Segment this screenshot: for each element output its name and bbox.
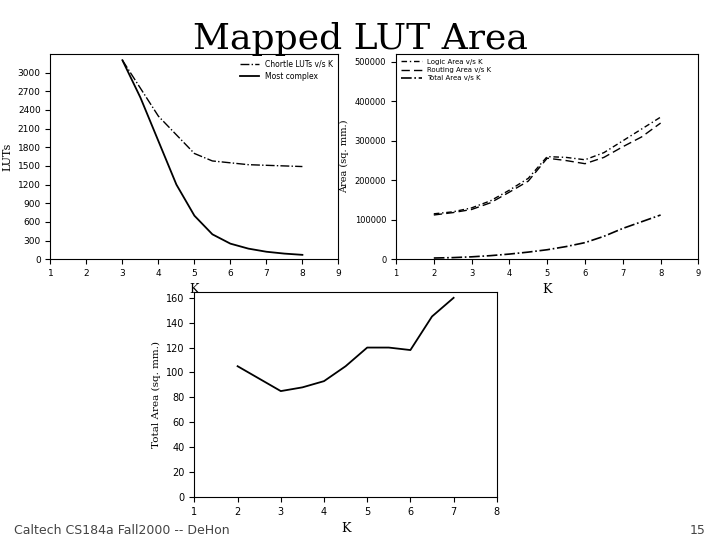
- Total Area v/s K: [467, 254, 476, 260]
- Total Area v/s K: [486, 252, 495, 259]
- Total Area v/s K: [580, 239, 589, 246]
- Total Area v/s K: [562, 244, 570, 250]
- Logic Area v/s K: [618, 138, 627, 144]
- Most complex: [298, 252, 307, 258]
- Routing Area v/s K: [656, 120, 665, 126]
- Routing Area v/s K: [486, 199, 495, 206]
- Chortle LUTs v/s K: [172, 132, 181, 138]
- Chortle LUTs v/s K: [208, 158, 217, 164]
- Most complex: [172, 181, 181, 188]
- Routing Area v/s K: [562, 157, 570, 164]
- Line: Most complex: Most complex: [122, 60, 302, 255]
- X-axis label: K: K: [189, 284, 199, 296]
- Legend: Logic Area v/s K, Routing Area v/s K, Total Area v/s K: Logic Area v/s K, Routing Area v/s K, To…: [400, 57, 492, 83]
- Most complex: [226, 240, 235, 247]
- Total Area v/s K: [637, 219, 646, 225]
- Routing Area v/s K: [618, 144, 627, 150]
- Routing Area v/s K: [524, 178, 533, 184]
- Routing Area v/s K: [467, 206, 476, 213]
- X-axis label: K: K: [542, 284, 552, 296]
- Text: Mapped LUT Area: Mapped LUT Area: [192, 22, 528, 56]
- Most complex: [244, 245, 253, 252]
- Legend: Chortle LUTs v/s K, Most complex: Chortle LUTs v/s K, Most complex: [238, 58, 335, 83]
- Logic Area v/s K: [505, 187, 514, 193]
- Logic Area v/s K: [486, 198, 495, 204]
- Total Area v/s K: [449, 254, 457, 261]
- Routing Area v/s K: [449, 210, 457, 216]
- Logic Area v/s K: [449, 208, 457, 215]
- Chortle LUTs v/s K: [244, 161, 253, 168]
- Total Area v/s K: [656, 212, 665, 218]
- Text: 15: 15: [690, 524, 706, 537]
- Logic Area v/s K: [562, 154, 570, 160]
- Routing Area v/s K: [543, 155, 552, 161]
- Total Area v/s K: [543, 246, 552, 253]
- Line: Routing Area v/s K: Routing Area v/s K: [433, 123, 660, 215]
- Line: Total Area v/s K: Total Area v/s K: [433, 215, 660, 258]
- Logic Area v/s K: [656, 114, 665, 120]
- Routing Area v/s K: [580, 160, 589, 167]
- Logic Area v/s K: [524, 175, 533, 181]
- Total Area v/s K: [600, 233, 608, 240]
- Total Area v/s K: [429, 255, 438, 261]
- X-axis label: K: K: [341, 522, 351, 535]
- Most complex: [136, 94, 145, 101]
- Routing Area v/s K: [637, 133, 646, 140]
- Y-axis label: Area (sq. mm.): Area (sq. mm.): [340, 120, 349, 193]
- Chortle LUTs v/s K: [226, 160, 235, 166]
- Logic Area v/s K: [600, 150, 608, 156]
- Line: Chortle LUTs v/s K: Chortle LUTs v/s K: [122, 60, 302, 166]
- Chortle LUTs v/s K: [262, 162, 271, 168]
- Logic Area v/s K: [467, 205, 476, 211]
- Chortle LUTs v/s K: [190, 150, 199, 157]
- Routing Area v/s K: [429, 212, 438, 218]
- Chortle LUTs v/s K: [136, 85, 145, 91]
- Logic Area v/s K: [637, 126, 646, 132]
- Text: Caltech CS184a Fall2000 -- DeHon: Caltech CS184a Fall2000 -- DeHon: [14, 524, 230, 537]
- Most complex: [118, 57, 127, 64]
- Chortle LUTs v/s K: [280, 163, 289, 169]
- Most complex: [208, 231, 217, 238]
- Total Area v/s K: [618, 225, 627, 232]
- Routing Area v/s K: [505, 189, 514, 195]
- Chortle LUTs v/s K: [154, 113, 163, 119]
- Line: Logic Area v/s K: Logic Area v/s K: [433, 117, 660, 214]
- Total Area v/s K: [505, 251, 514, 257]
- Chortle LUTs v/s K: [298, 163, 307, 170]
- Logic Area v/s K: [429, 211, 438, 217]
- Logic Area v/s K: [543, 153, 552, 160]
- Most complex: [280, 251, 289, 257]
- Total Area v/s K: [524, 249, 533, 255]
- Y-axis label: Total Area (sq. mm.): Total Area (sq. mm.): [151, 341, 161, 448]
- Most complex: [190, 212, 199, 219]
- Logic Area v/s K: [580, 157, 589, 163]
- Most complex: [154, 138, 163, 144]
- Most complex: [262, 248, 271, 255]
- Routing Area v/s K: [600, 154, 608, 160]
- Chortle LUTs v/s K: [118, 57, 127, 64]
- Y-axis label: LUTs: LUTs: [2, 143, 12, 171]
